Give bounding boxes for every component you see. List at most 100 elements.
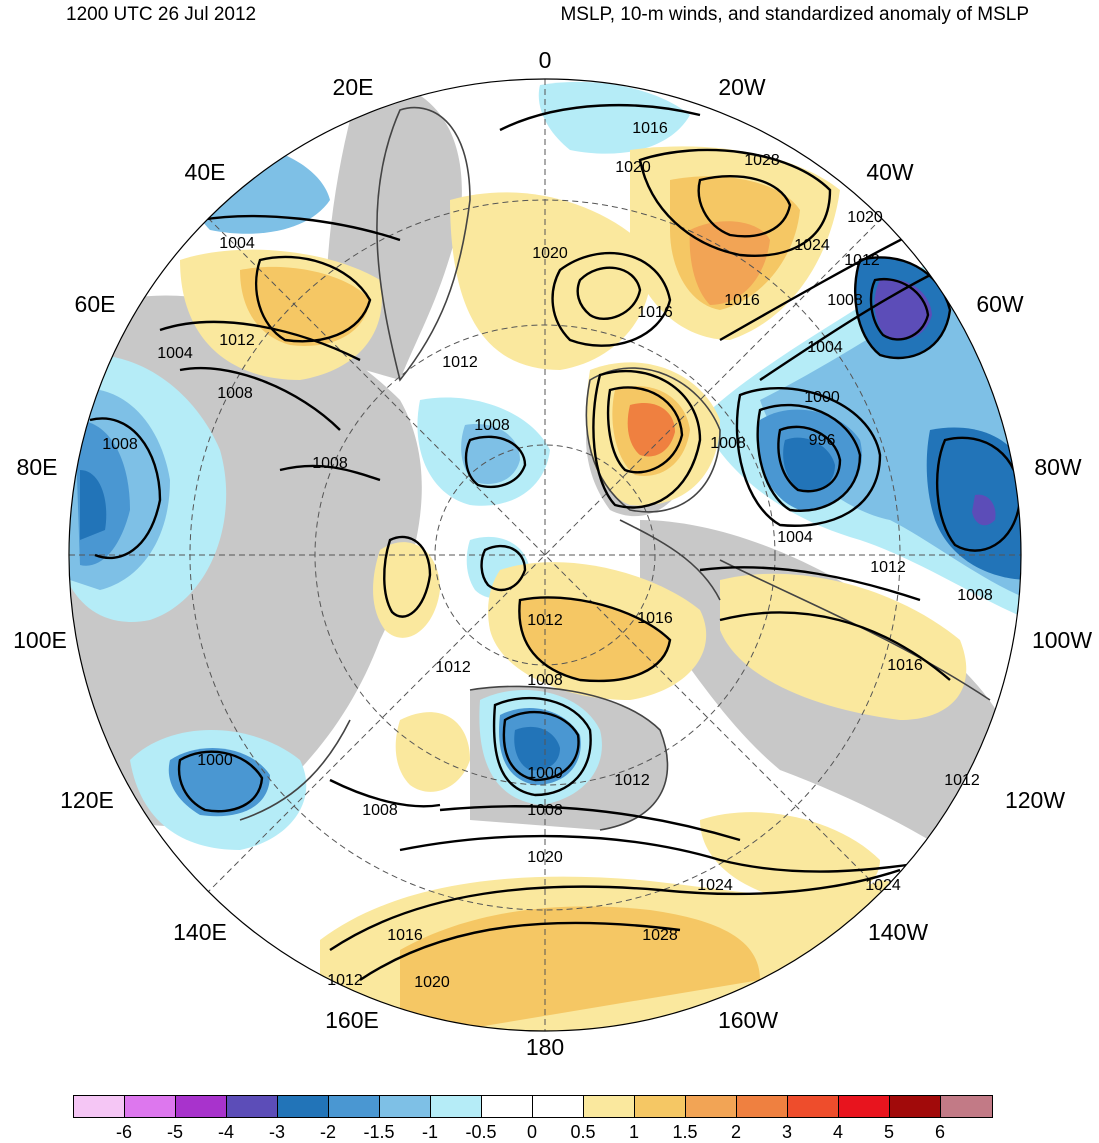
isobar-label: 1008: [527, 672, 563, 689]
isobar-label: 1012: [844, 252, 880, 269]
isobar-label: 1008: [217, 385, 253, 402]
isobars: [89, 103, 1021, 981]
isobar-label: 1016: [724, 292, 760, 309]
longitude-label: 100W: [1032, 627, 1092, 653]
colorbar-swatch: [584, 1096, 635, 1117]
longitude-label: 80E: [17, 454, 58, 480]
isobar-label: 1020: [532, 245, 568, 262]
colorbar-swatch: [788, 1096, 839, 1117]
colorbar-tick-label: 0: [526, 1122, 538, 1142]
colorbar-swatch: [839, 1096, 890, 1117]
isobar-label: 1008: [362, 802, 398, 819]
isobar-label: 1008: [474, 417, 510, 434]
isobar-label: 1004: [777, 529, 813, 546]
longitude-label: 140E: [173, 919, 227, 945]
longitude-label: 40W: [866, 159, 914, 185]
longitude-label: 180: [526, 1034, 564, 1060]
colorbar-tick-label: -1.5: [363, 1122, 395, 1142]
isobar-label: 1020: [847, 209, 883, 226]
colorbar-tick-label: 4: [832, 1122, 844, 1142]
colorbar-swatch: [890, 1096, 941, 1117]
colorbar-tick-label: -0.5: [465, 1122, 497, 1142]
isobar-label: 996: [809, 432, 836, 449]
isobar-label: 1008: [827, 292, 863, 309]
isobar-label: 1000: [527, 765, 563, 782]
colorbar-swatch: [533, 1096, 584, 1117]
longitude-label: 160W: [718, 1007, 778, 1033]
map-title: MSLP, 10-m winds, and standardized anoma…: [560, 4, 1029, 25]
colorbar-swatch: [635, 1096, 686, 1117]
colorbar-swatch: [380, 1096, 431, 1117]
colorbar-tick-label: 2: [730, 1122, 742, 1142]
longitude-label: 160E: [325, 1007, 379, 1033]
colorbar-tick-label: -4: [217, 1122, 235, 1142]
isobar-label: 1008: [957, 587, 993, 604]
longitude-label: 120E: [60, 787, 114, 813]
isobar-label: 1024: [865, 877, 901, 894]
polar-map: 1016 1020 1028 1024 1020 1012 1016 1008 1008 1004…: [13, 47, 1092, 1060]
colorbar-tick-label: 3: [781, 1122, 793, 1142]
isobar-label: 1016: [887, 657, 923, 674]
longitude-label: 100E: [13, 627, 67, 653]
colorbar-swatch: [737, 1096, 788, 1117]
colorbar-swatch: [176, 1096, 227, 1117]
isobar-label: 1012: [435, 659, 471, 676]
colorbar-swatch: [278, 1096, 329, 1117]
valid-time-label: 1200 UTC 26 Jul 2012: [66, 4, 257, 25]
isobar-label: 1004: [219, 235, 255, 252]
colorbar-ticks: -6 -5 -4 -3 -2 -1.5 -1 -0.5 0 0.5 1 1.5 2 3 4 5 6: [73, 1122, 990, 1142]
isobar-label: 1016: [637, 610, 673, 627]
isobar-label: 1012: [327, 972, 363, 989]
isobar-label: 1016: [632, 120, 668, 137]
longitude-label: 0: [539, 47, 552, 73]
colorbar-swatch: [482, 1096, 533, 1117]
isobar-label: 1024: [794, 237, 830, 254]
isobar-label: 1012: [442, 354, 478, 371]
longitude-label: 80W: [1034, 454, 1082, 480]
longitude-label: 40E: [185, 159, 226, 185]
colorbar-tick-label: 5: [883, 1122, 895, 1142]
colorbar-swatch: [329, 1096, 380, 1117]
colorbar-swatch: [431, 1096, 482, 1117]
isobar-label: 1012: [614, 772, 650, 789]
colorbar-tick-label: -2: [319, 1122, 337, 1142]
colorbar-swatch: [125, 1096, 176, 1117]
isobar-label: 1028: [642, 927, 678, 944]
isobar-label: 1012: [944, 772, 980, 789]
colorbar-swatch: [74, 1096, 125, 1117]
isobar-label: 1000: [804, 389, 840, 406]
isobar-labels: 1016 1020 1028 1024 1020 1012 1016 1008 1008 1004…: [102, 120, 993, 991]
isobar-label: 1016: [387, 927, 423, 944]
isobar-label: 1012: [219, 332, 255, 349]
longitude-labels: 0 20W 40W 60W 80W 100W 120W 140W 160W 180 160E 140E…: [13, 47, 1092, 1060]
isobar-label: 1008: [312, 455, 348, 472]
isobar-label: 1012: [870, 559, 906, 576]
isobar-label: 1004: [157, 345, 193, 362]
colorbar-tick-label: 1.5: [672, 1122, 698, 1142]
isobar-label: 1020: [527, 849, 563, 866]
colorbar-swatch: [941, 1096, 992, 1117]
isobar-label: 1004: [807, 339, 843, 356]
colorbar-swatch: [227, 1096, 278, 1117]
colorbar-tick-label: -6: [115, 1122, 133, 1142]
isobar-label: 1000: [197, 752, 233, 769]
colorbar-swatch: [686, 1096, 737, 1117]
colorbar-tick-label: -1: [421, 1122, 439, 1142]
longitude-label: 140W: [868, 919, 928, 945]
anomaly-colorbar: [73, 1095, 993, 1118]
isobar-label: 1008: [710, 435, 746, 452]
colorbar-tick-label: 6: [934, 1122, 946, 1142]
longitude-label: 20E: [333, 74, 374, 100]
isobar-label: 1020: [615, 159, 651, 176]
colorbar-tick-label: -3: [268, 1122, 286, 1142]
colorbar-tick-label: 1: [628, 1122, 640, 1142]
isobar-label: 1008: [102, 436, 138, 453]
longitude-label: 120W: [1005, 787, 1065, 813]
isobar-label: 1008: [527, 802, 563, 819]
isobar-label: 1016: [637, 304, 673, 321]
colorbar-tick-label: -5: [166, 1122, 184, 1142]
longitude-label: 20W: [718, 74, 766, 100]
longitude-label: 60E: [75, 291, 116, 317]
isobar-label: 1020: [414, 974, 450, 991]
colorbar-tick-label: 0.5: [570, 1122, 596, 1142]
